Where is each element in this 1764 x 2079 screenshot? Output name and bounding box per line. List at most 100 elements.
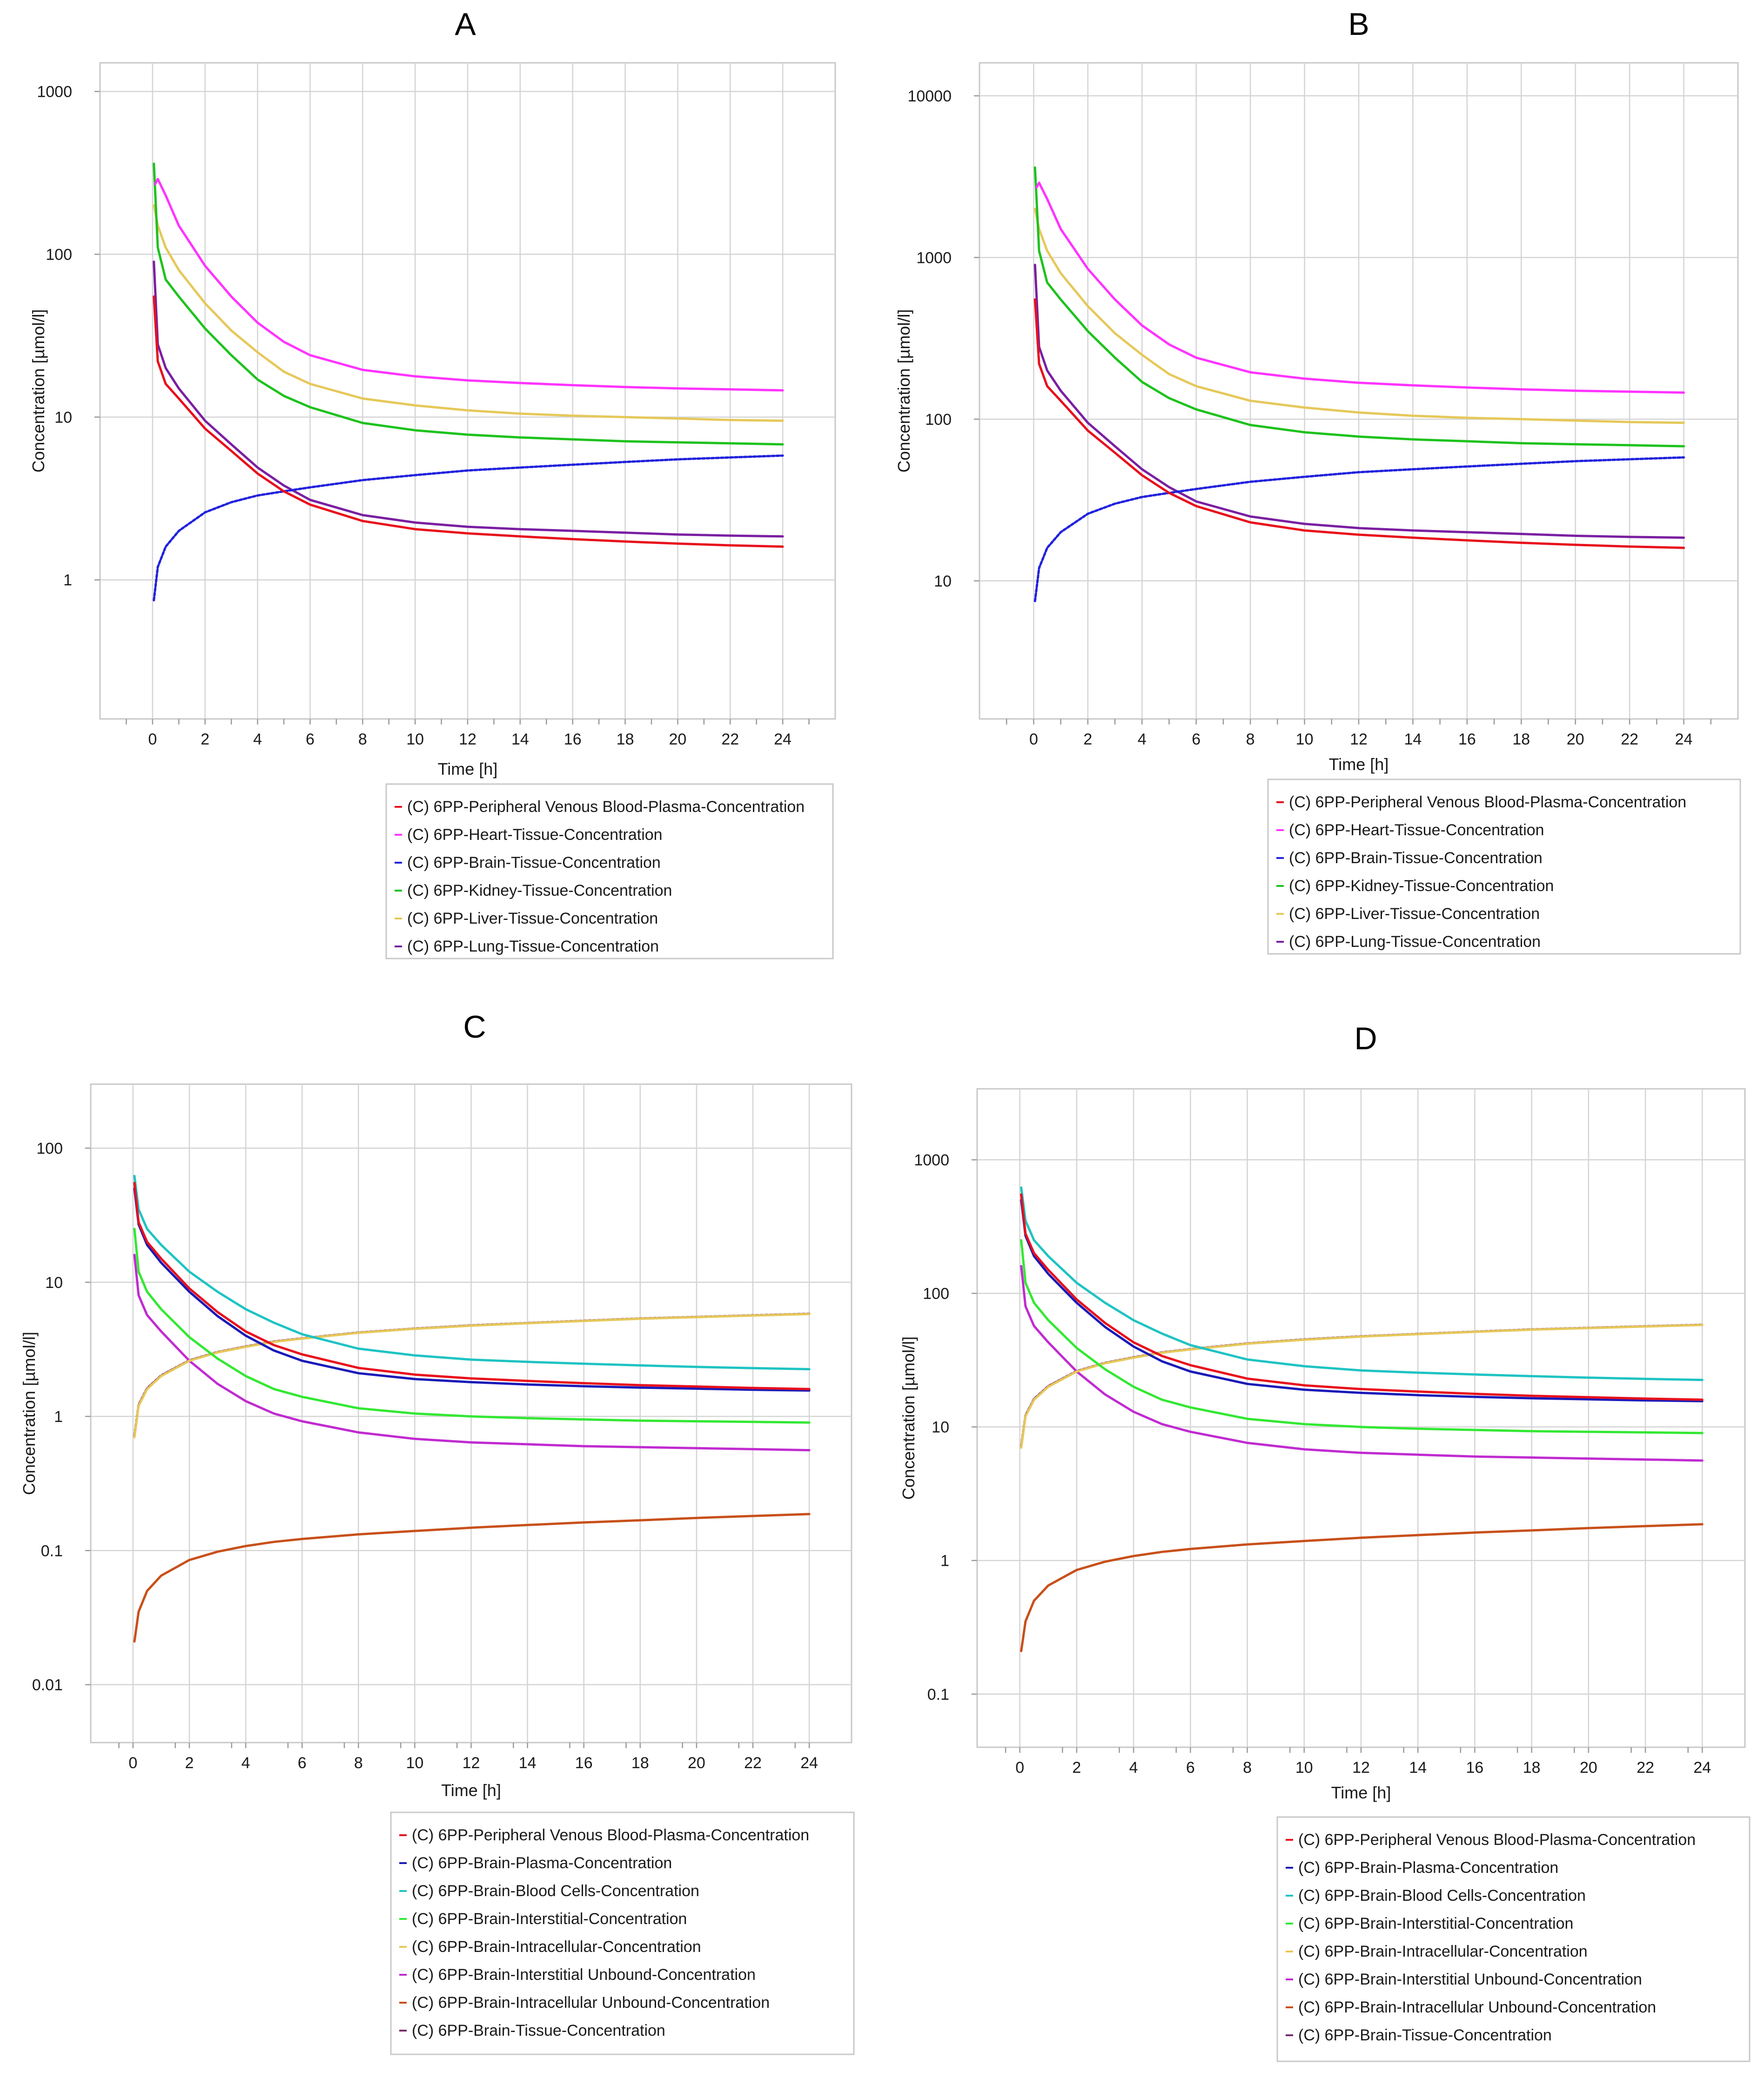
series-line — [133, 1174, 811, 1370]
y-tick-label: 1000 — [914, 1152, 949, 1169]
series-line — [1033, 456, 1685, 603]
x-tick-label: 6 — [298, 1754, 307, 1772]
series-group — [153, 162, 784, 602]
y-tick-label: 10 — [45, 1274, 63, 1292]
y-axis-label: Concentration [µmol/l] — [20, 1332, 39, 1495]
x-tick-label: 12 — [459, 731, 476, 748]
x-tick-label: 14 — [519, 1754, 537, 1772]
series-line — [133, 1227, 811, 1424]
x-tick-label: 14 — [1404, 731, 1422, 748]
x-tick-label: 10 — [1296, 731, 1314, 748]
x-tick-label: 22 — [744, 1754, 762, 1772]
y-tick-label: 1 — [63, 571, 72, 589]
x-tick-label: 22 — [1621, 731, 1638, 748]
legend-label: (C) 6PP-Lung-Tissue-Concentration — [1289, 933, 1541, 951]
series-line — [1033, 208, 1685, 424]
legend-label: (C) 6PP-Peripheral Venous Blood-Plasma-C… — [1298, 1831, 1696, 1849]
series-line — [154, 178, 784, 392]
x-tick-label: 6 — [306, 731, 315, 748]
x-tick-label: 10 — [406, 1754, 423, 1772]
x-tick-label: 12 — [1350, 731, 1368, 748]
y-axis-label: Concentration [µmol/l] — [894, 309, 913, 473]
series-line — [1020, 1265, 1704, 1462]
legend-label: (C) 6PP-Kidney-Tissue-Concentration — [1289, 877, 1554, 895]
x-tick-label: 6 — [1192, 731, 1201, 748]
series-line — [133, 1313, 811, 1439]
series-line — [1020, 1523, 1704, 1652]
x-tick-label: 14 — [511, 731, 529, 748]
y-tick-label: 1000 — [916, 249, 952, 267]
y-tick-label: 0.1 — [927, 1686, 949, 1703]
y-tick-label: 100 — [36, 1140, 63, 1158]
legend-label: (C) 6PP-Brain-Interstitial-Concentration — [1298, 1915, 1573, 1932]
x-tick-label: 10 — [406, 731, 424, 748]
y-tick-label: 10000 — [907, 87, 952, 105]
x-tick-label: 18 — [1523, 1759, 1541, 1777]
x-tick-label: 14 — [1409, 1759, 1427, 1777]
series-line — [153, 204, 784, 422]
legend: (C) 6PP-Peripheral Venous Blood-Plasma-C… — [1276, 1816, 1751, 2062]
chart-panel-c: C0 2 4 6 8 10 12 14 16 18 20 22 240.010.1110100Time … — [20, 1009, 855, 2055]
x-tick-label: 4 — [253, 731, 262, 748]
x-tick-label: 8 — [1243, 1759, 1252, 1777]
legend-label: (C) 6PP-Brain-Interstitial Unbound-Conce… — [412, 1966, 756, 1984]
legend-label: (C) 6PP-Brain-Tissue-Concentration — [412, 2022, 665, 2039]
x-tick-label: 16 — [1458, 731, 1476, 748]
x-tick-label: 24 — [774, 731, 791, 748]
x-tick-label: 12 — [1352, 1759, 1370, 1777]
x-tick-label: 2 — [201, 731, 209, 748]
y-tick-label: 0.1 — [41, 1542, 63, 1560]
series-group — [1020, 1186, 1704, 1652]
x-tick-label: 20 — [688, 1754, 705, 1772]
y-tick-label: 100 — [925, 411, 952, 429]
legend-label: (C) 6PP-Peripheral Venous Blood-Plasma-C… — [412, 1826, 809, 1844]
legend-label: (C) 6PP-Brain-Interstitial-Concentration — [412, 1910, 687, 1928]
x-tick-label: 16 — [564, 731, 582, 748]
y-tick-label: 10 — [54, 409, 72, 426]
series-line — [1020, 1186, 1704, 1382]
legend-label: (C) 6PP-Brain-Intracellular Unbound-Conc… — [1298, 1999, 1656, 2016]
panel-label: D — [1354, 1021, 1377, 1056]
x-tick-label: 0 — [1015, 1759, 1024, 1777]
series-group — [133, 1174, 811, 1643]
legend-label: (C) 6PP-Kidney-Tissue-Concentration — [407, 882, 672, 899]
legend: (C) 6PP-Peripheral Venous Blood-Plasma-C… — [390, 1811, 855, 2055]
legend-label: (C) 6PP-Brain-Tissue-Concentration — [1298, 2026, 1552, 2044]
x-tick-label: 12 — [463, 1754, 480, 1772]
legend-label: (C) 6PP-Brain-Interstitial Unbound-Conce… — [1298, 1971, 1642, 1988]
x-tick-label: 20 — [1580, 1759, 1597, 1777]
series-line — [153, 261, 784, 538]
series-line — [1020, 1199, 1704, 1402]
y-tick-label: 1000 — [37, 83, 72, 101]
x-tick-label: 8 — [358, 731, 367, 748]
chart-panel-d: D0 2 4 6 8 10 12 14 16 18 20 22 240.11101001000Time … — [899, 1021, 1751, 2062]
x-tick-label: 2 — [185, 1754, 194, 1772]
panel-label: B — [1348, 7, 1369, 42]
series-line — [153, 295, 784, 548]
legend-label: (C) 6PP-Peripheral Venous Blood-Plasma-C… — [1289, 793, 1686, 811]
legend-label: (C) 6PP-Heart-Tissue-Concentration — [1289, 821, 1544, 839]
legend: (C) 6PP-Peripheral Venous Blood-Plasma-C… — [1267, 778, 1741, 955]
legend-label: (C) 6PP-Brain-Tissue-Concentration — [407, 854, 661, 872]
legend-label: (C) 6PP-Brain-Intracellular-Concentratio… — [1298, 1943, 1588, 1960]
x-tick-label: 10 — [1295, 1759, 1313, 1777]
series-group — [1033, 166, 1685, 603]
legend-label: (C) 6PP-Liver-Tissue-Concentration — [407, 910, 658, 927]
legend: (C) 6PP-Peripheral Venous Blood-Plasma-C… — [385, 783, 834, 959]
x-tick-label: 0 — [128, 1754, 137, 1772]
series-line — [133, 1181, 811, 1390]
x-tick-label: 0 — [1029, 731, 1038, 748]
x-tick-label: 16 — [575, 1754, 593, 1772]
legend-label: (C) 6PP-Liver-Tissue-Concentration — [1289, 905, 1540, 923]
y-tick-label: 10 — [932, 1419, 949, 1436]
x-axis-label: Time [h] — [1331, 1783, 1391, 1802]
x-tick-label: 8 — [1246, 731, 1255, 748]
legend-label: (C) 6PP-Brain-Tissue-Concentration — [1289, 849, 1543, 867]
series-line — [133, 1513, 811, 1643]
x-axis-label: Time [h] — [438, 759, 498, 778]
legend-box — [385, 783, 834, 959]
x-tick-label: 4 — [1129, 1759, 1138, 1777]
y-tick-label: 1 — [940, 1552, 949, 1570]
legend-label: (C) 6PP-Lung-Tissue-Concentration — [407, 938, 659, 955]
